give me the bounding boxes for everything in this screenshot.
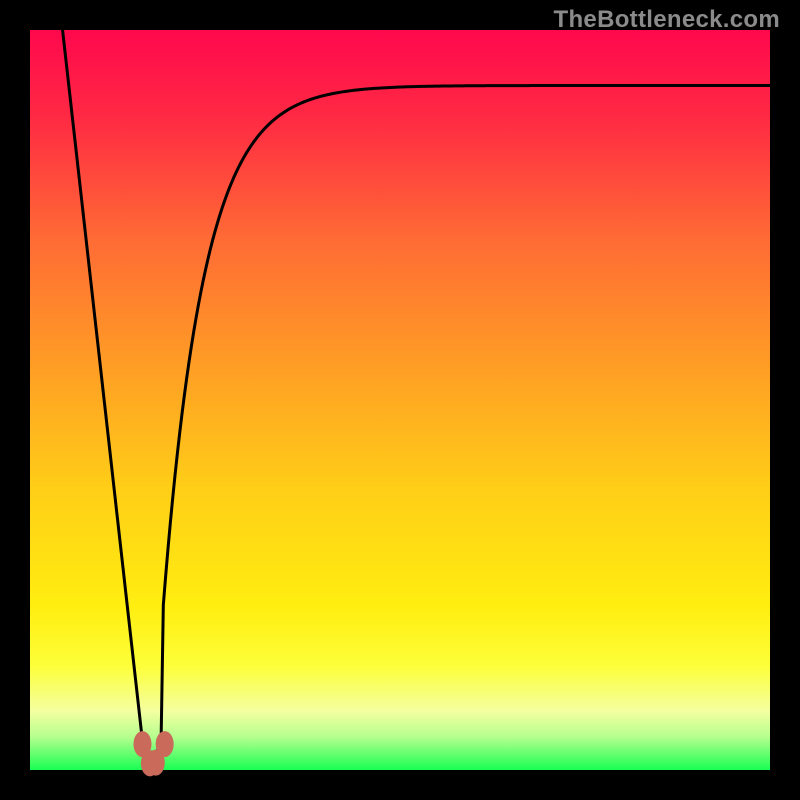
bottleneck-gradient-chart bbox=[0, 0, 800, 800]
plot-gradient-bg bbox=[30, 30, 770, 770]
chart-container: TheBottleneck.com bbox=[0, 0, 800, 800]
watermark-label: TheBottleneck.com bbox=[554, 6, 780, 34]
bottleneck-marker bbox=[147, 750, 165, 776]
